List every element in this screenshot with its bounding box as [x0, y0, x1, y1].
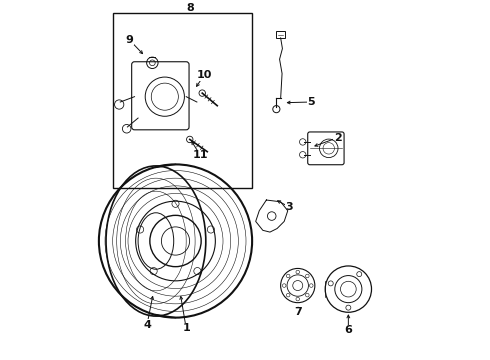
Text: 3: 3 — [286, 202, 294, 212]
Bar — [276, 31, 285, 38]
Text: 10: 10 — [196, 70, 212, 80]
Text: 1: 1 — [182, 323, 190, 333]
Text: 7: 7 — [294, 307, 302, 317]
Text: 4: 4 — [143, 320, 151, 330]
Text: 2: 2 — [334, 132, 342, 143]
Text: 8: 8 — [186, 3, 194, 13]
Text: 11: 11 — [193, 150, 208, 161]
Text: 6: 6 — [344, 325, 352, 335]
Text: 9: 9 — [125, 35, 133, 45]
Text: 5: 5 — [307, 97, 315, 107]
Bar — [113, 13, 252, 188]
